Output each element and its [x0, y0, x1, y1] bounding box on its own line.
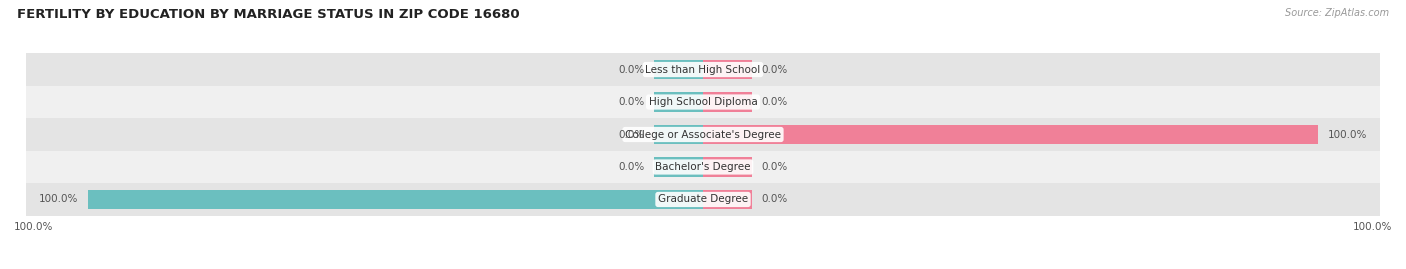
Text: Less than High School: Less than High School — [645, 65, 761, 75]
Text: Source: ZipAtlas.com: Source: ZipAtlas.com — [1285, 8, 1389, 18]
Bar — [703, 157, 752, 177]
Bar — [703, 190, 752, 209]
Text: 0.0%: 0.0% — [619, 162, 644, 172]
Text: 100.0%: 100.0% — [39, 194, 79, 204]
Bar — [703, 92, 752, 112]
Text: 0.0%: 0.0% — [762, 194, 787, 204]
Text: 0.0%: 0.0% — [762, 162, 787, 172]
Bar — [87, 190, 703, 209]
Bar — [27, 151, 1379, 183]
Text: High School Diploma: High School Diploma — [648, 97, 758, 107]
Text: 0.0%: 0.0% — [762, 97, 787, 107]
Bar — [27, 86, 1379, 118]
Bar — [27, 183, 1379, 216]
Bar — [654, 60, 703, 79]
Bar — [27, 118, 1379, 151]
Text: College or Associate's Degree: College or Associate's Degree — [626, 129, 780, 140]
Text: Bachelor's Degree: Bachelor's Degree — [655, 162, 751, 172]
Bar — [27, 53, 1379, 86]
Text: 0.0%: 0.0% — [619, 97, 644, 107]
Bar — [654, 125, 703, 144]
Text: FERTILITY BY EDUCATION BY MARRIAGE STATUS IN ZIP CODE 16680: FERTILITY BY EDUCATION BY MARRIAGE STATU… — [17, 8, 519, 21]
Bar — [703, 125, 1319, 144]
Text: 0.0%: 0.0% — [762, 65, 787, 75]
Text: Graduate Degree: Graduate Degree — [658, 194, 748, 204]
Bar — [654, 92, 703, 112]
Text: 100.0%: 100.0% — [1327, 129, 1367, 140]
Bar — [654, 157, 703, 177]
Text: 100.0%: 100.0% — [1353, 222, 1392, 232]
Text: 100.0%: 100.0% — [14, 222, 53, 232]
Text: 0.0%: 0.0% — [619, 129, 644, 140]
Text: 0.0%: 0.0% — [619, 65, 644, 75]
Bar — [703, 60, 752, 79]
